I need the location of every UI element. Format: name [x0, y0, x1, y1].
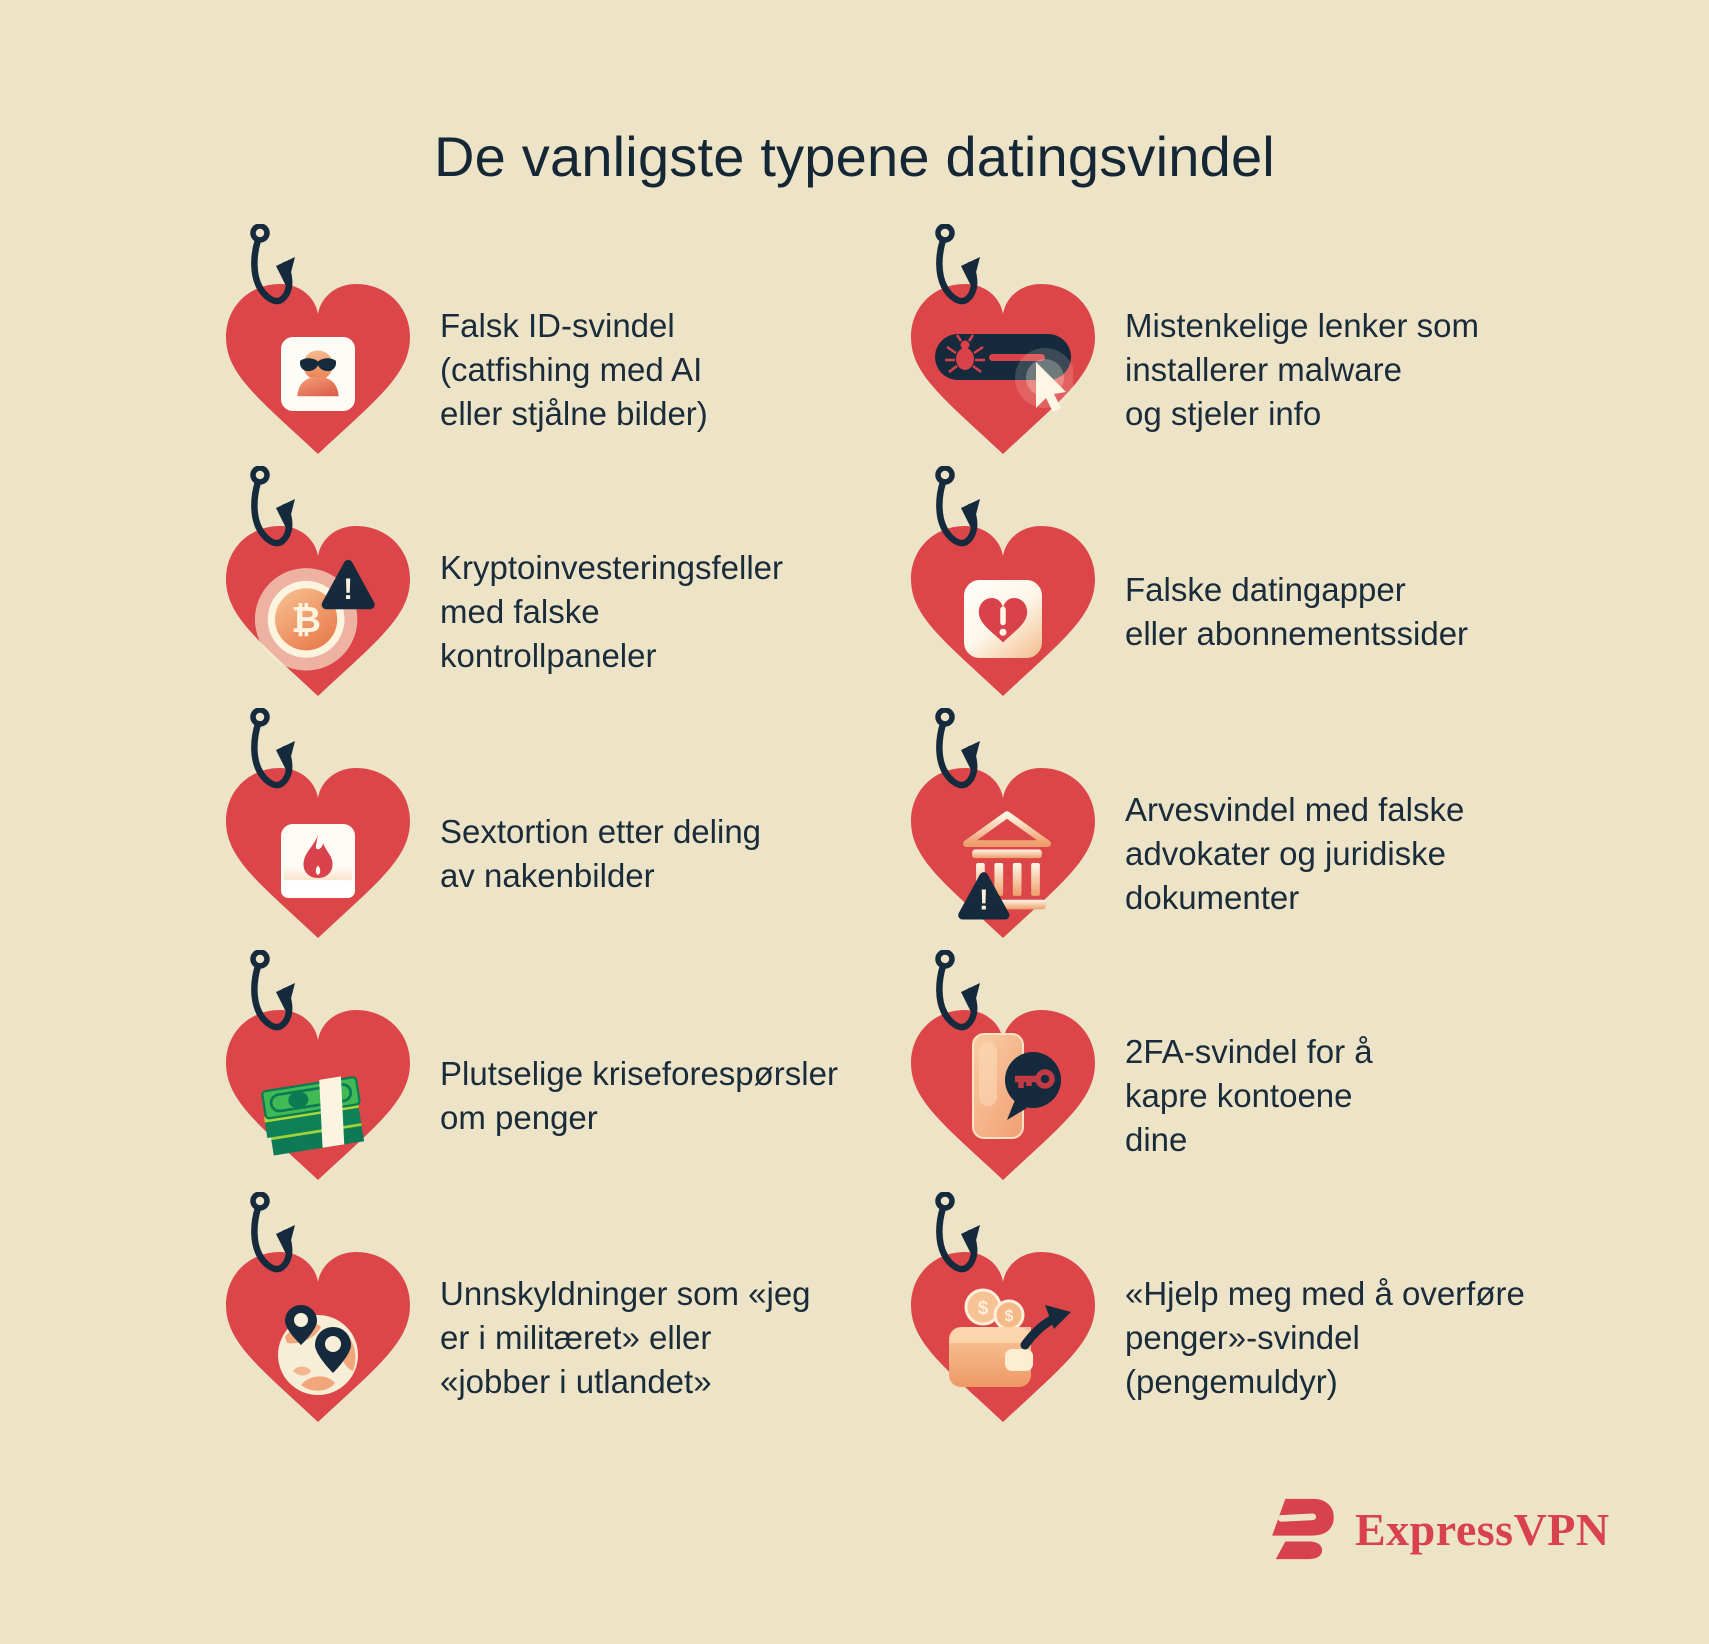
right-column: Mistenkelige lenker som installerer malw… — [903, 224, 1525, 1459]
fishhook-icon — [935, 1192, 980, 1273]
expressvpn-logo-icon — [1272, 1498, 1334, 1560]
scam-item-2fa: 2FA-svindel for å kapre kontoene dine — [903, 950, 1525, 1217]
globe-pins-icon — [278, 1305, 358, 1395]
heart-with-hook — [903, 224, 1103, 460]
heart-with-hook: ! — [903, 708, 1103, 944]
fishhook-icon — [935, 224, 980, 305]
scam-caption: «Hjelp meg med å overføre penger»-svinde… — [1125, 1275, 1525, 1400]
svg-text:₿: ₿ — [291, 598, 321, 641]
heart-with-hook — [218, 950, 418, 1186]
scam-caption: Arvesvindel med falske advokater og juri… — [1125, 791, 1465, 916]
svg-text:$: $ — [978, 1298, 989, 1319]
cash-stack-icon — [261, 1075, 365, 1156]
scam-item-fake-apps: Falske datingapper eller abonnementsside… — [903, 466, 1525, 733]
fishhook-icon — [935, 466, 980, 547]
heart-with-hook — [218, 1192, 418, 1428]
scam-item-sextortion: Sextortion etter deling av nakenbilder — [218, 708, 903, 975]
scam-item-crypto: ₿ ! Kryptoinvesteringsfeller med falske … — [218, 466, 903, 733]
scam-item-fake-id: Falsk ID-svindel (catfishing med AI elle… — [218, 224, 903, 491]
fishhook-icon — [935, 708, 980, 789]
svg-text:$: $ — [1005, 1308, 1014, 1325]
svg-text:!: ! — [979, 884, 989, 916]
fishhook-icon — [250, 708, 295, 789]
bank-warning-icon: ! — [958, 811, 1051, 920]
masked-person-icon — [281, 336, 355, 411]
scam-grid: Falsk ID-svindel (catfishing med AI elle… — [218, 224, 1525, 1459]
scam-item-inheritance: ! Arvesvindel med falske advokater og ju… — [903, 708, 1525, 975]
scam-caption: Kryptoinvesteringsfeller med falske kont… — [440, 549, 783, 674]
svg-text:!: ! — [343, 574, 353, 606]
scam-caption: 2FA-svindel for å kapre kontoene dine — [1125, 1033, 1373, 1158]
fishhook-icon — [935, 950, 980, 1031]
scam-item-malware-links: Mistenkelige lenker som installerer malw… — [903, 224, 1525, 491]
flame-icon — [281, 824, 355, 899]
fishhook-icon — [250, 466, 295, 547]
scam-caption: Sextortion etter deling av nakenbilder — [440, 813, 762, 894]
malicious-link-icon — [935, 333, 1073, 412]
scam-item-money-mule: $ $ «Hjelp meg med å overføre penger»-sv… — [903, 1192, 1525, 1459]
heart-with-hook — [218, 224, 418, 460]
heart-with-hook: $ $ — [903, 1192, 1103, 1428]
page-title: De vanligste typene datingsvindel — [434, 124, 1275, 188]
heart-with-hook: ₿ ! — [218, 466, 418, 702]
fishhook-icon — [250, 224, 295, 305]
scam-caption: Plutselige kriseforespørsler om penger — [440, 1055, 838, 1136]
dating-app-warning-icon — [964, 580, 1042, 659]
scam-caption: Unnskyldninger som «jeg er i militæret» … — [440, 1275, 811, 1400]
heart-with-hook — [903, 466, 1103, 702]
scam-caption: Mistenkelige lenker som installerer malw… — [1125, 307, 1479, 432]
bitcoin-warning-icon: ₿ ! — [254, 559, 375, 671]
phone-key-icon — [972, 1033, 1061, 1139]
brand-logo: ExpressVPN — [1263, 1496, 1610, 1562]
heart-with-hook — [218, 708, 418, 944]
fishhook-icon — [250, 950, 295, 1031]
brand-name: ExpressVPN — [1355, 1503, 1610, 1555]
scam-item-money-crisis: Plutselige kriseforespørsler om penger — [218, 950, 903, 1217]
scam-caption: Falsk ID-svindel (catfishing med AI elle… — [440, 307, 708, 432]
heart-with-hook — [903, 950, 1103, 1186]
scam-item-excuses: Unnskyldninger som «jeg er i militæret» … — [218, 1192, 903, 1459]
fishhook-icon — [250, 1192, 295, 1273]
scam-caption: Falske datingapper eller abonnementsside… — [1125, 571, 1469, 652]
left-column: Falsk ID-svindel (catfishing med AI elle… — [218, 224, 903, 1459]
wallet-transfer-icon: $ $ — [949, 1288, 1071, 1388]
